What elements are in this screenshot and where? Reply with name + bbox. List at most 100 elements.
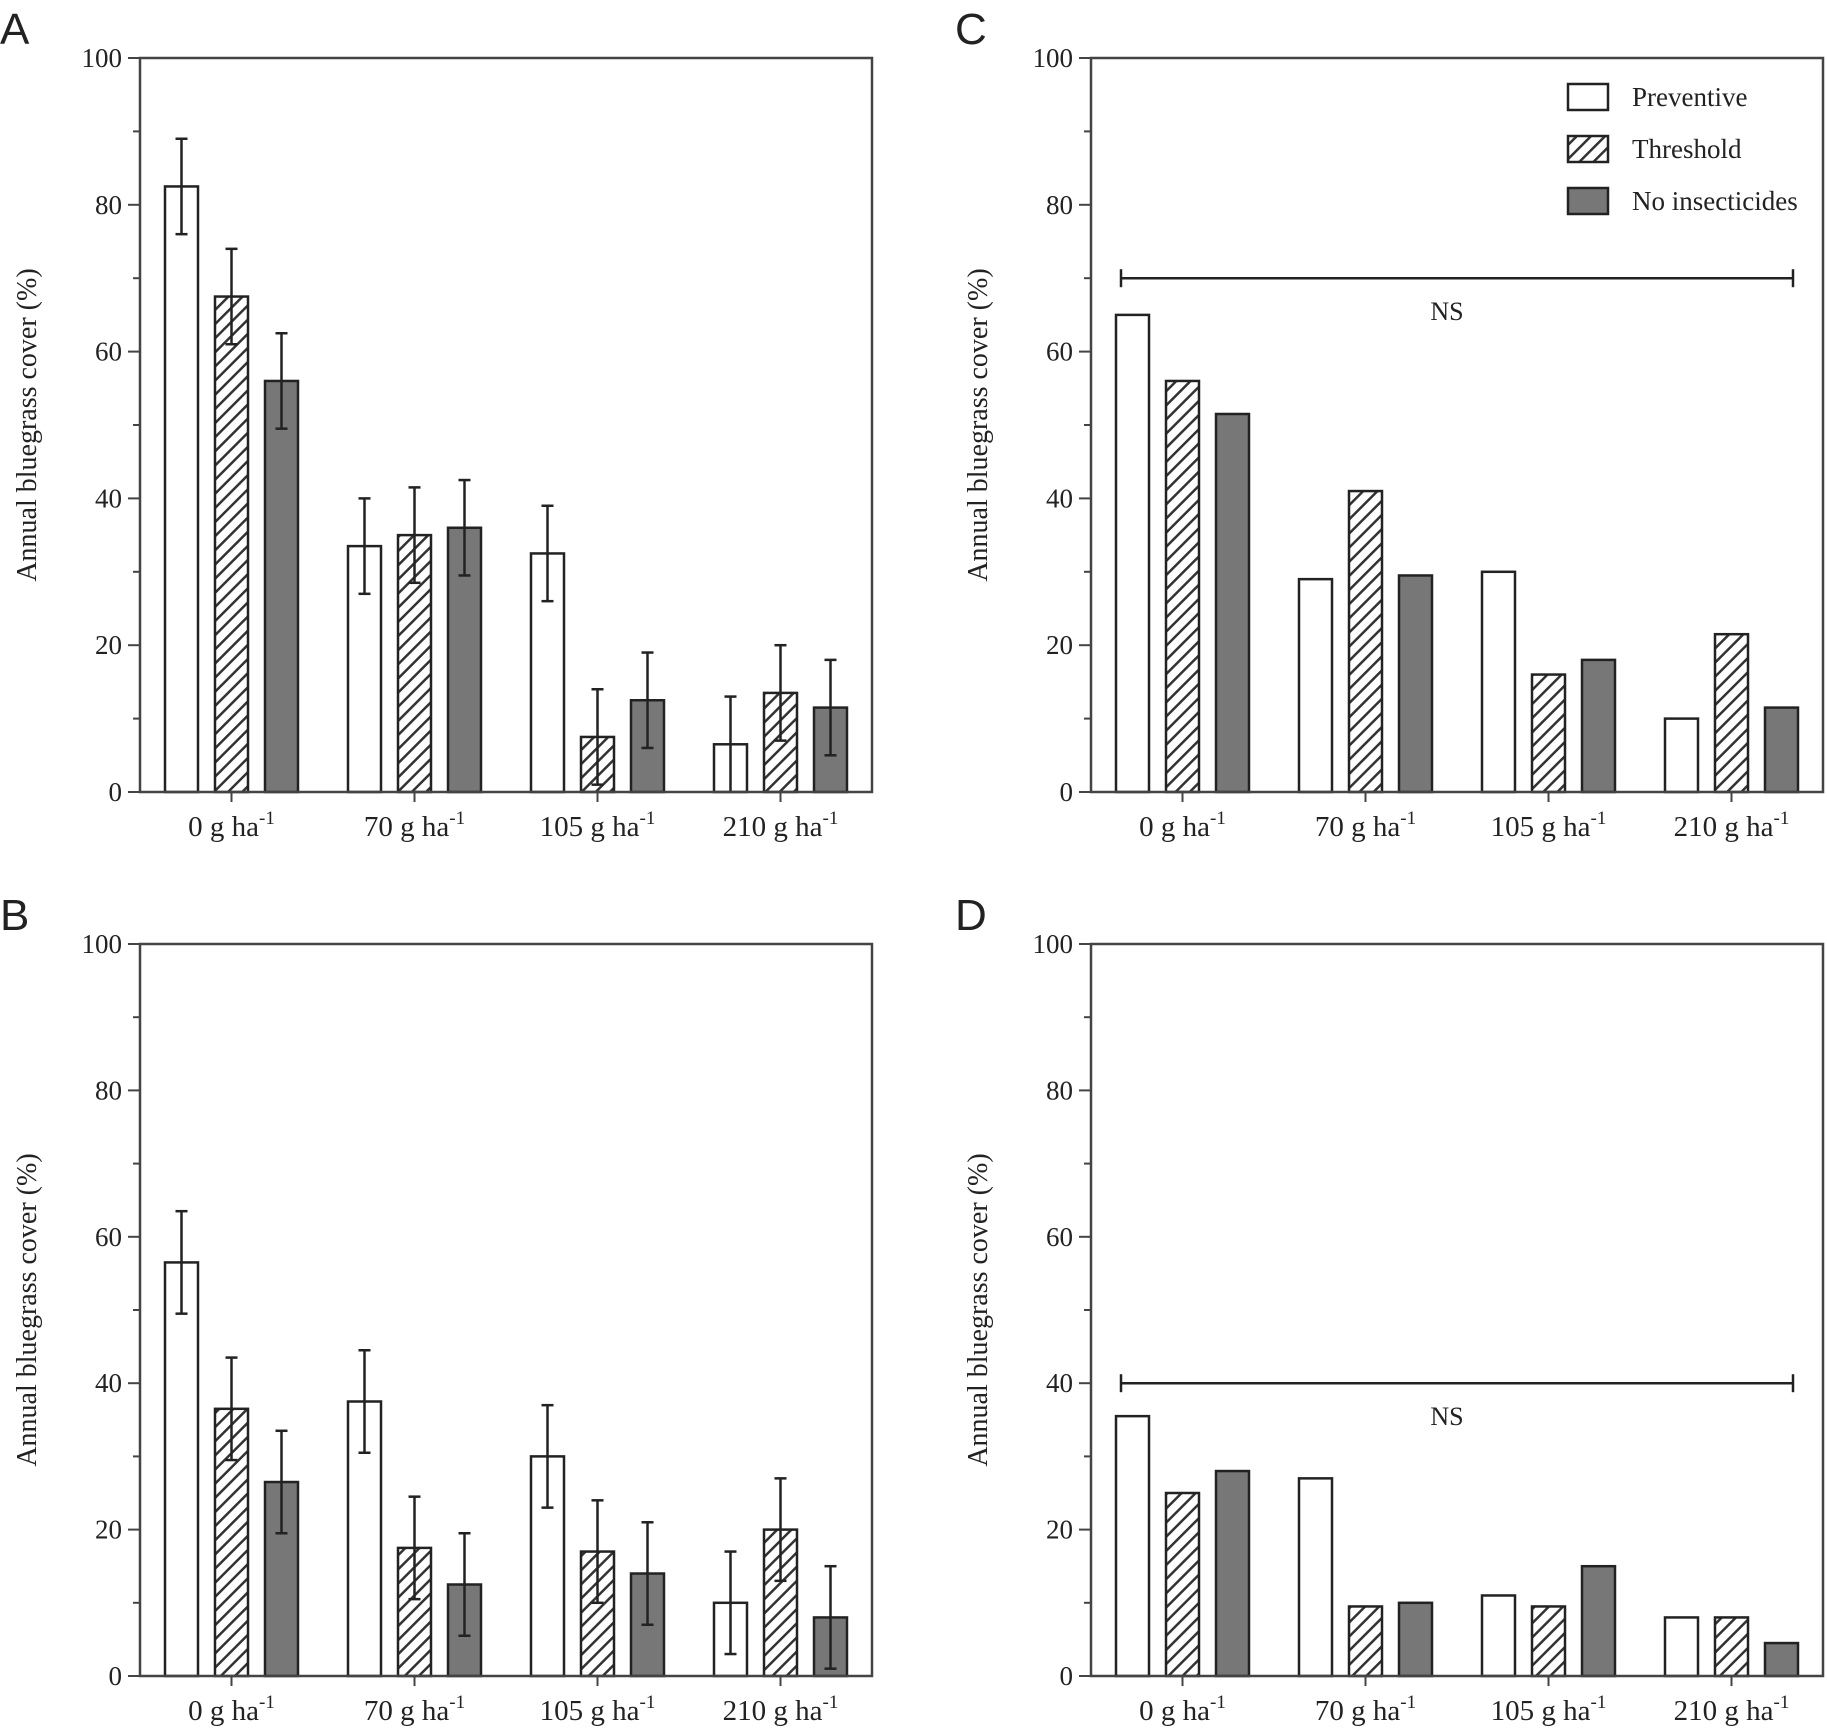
panel-letter: A	[0, 5, 30, 54]
y-axis-label: Annual bluegrass cover (%)	[12, 1153, 43, 1466]
bar-threshold	[396, 1546, 433, 1678]
x-tick-label-superscript: -1	[1210, 1692, 1226, 1713]
error-bar	[641, 1521, 654, 1627]
x-tick-label-superscript: -1	[1774, 808, 1790, 829]
error-bar	[824, 1564, 837, 1670]
error-bar	[175, 1209, 188, 1315]
bar-threshold	[1530, 1605, 1567, 1678]
chart-panel-b: B Annual bluegrass cover (%) 0 20 40 60 80 100 0…	[0, 891, 874, 1727]
panel-letter: D	[955, 891, 987, 940]
bar-no-insecticides	[1763, 706, 1800, 794]
legend-label-no-insecticides: No insecticides	[1632, 186, 1798, 216]
bar-no-insecticides	[1580, 1564, 1617, 1678]
plot-frame	[138, 56, 874, 794]
x-tick-label: 210 g ha-1	[723, 808, 839, 843]
error-bar	[275, 1429, 288, 1535]
ns-label: NS	[1430, 297, 1463, 326]
x-tick-label-superscript: -1	[449, 1692, 465, 1713]
ns-bracket	[1119, 1374, 1795, 1393]
x-tick-label-superscript: -1	[1774, 1692, 1790, 1713]
x-tick-label: 210 g ha-1	[723, 1692, 839, 1727]
x-tick-label-superscript: -1	[823, 808, 839, 829]
error-bar	[541, 1403, 554, 1509]
x-tick-label: 105 g ha-1	[540, 1692, 656, 1727]
error-bar	[724, 695, 737, 792]
y-tick-label: 100	[1033, 929, 1074, 959]
error-bar	[358, 497, 371, 596]
error-bar	[641, 651, 654, 750]
x-tick-label-superscript: -1	[1400, 808, 1416, 829]
y-axis-label: Annual bluegrass cover (%)	[963, 268, 994, 581]
y-axis-label: Annual bluegrass cover (%)	[963, 1153, 994, 1466]
error-bar	[591, 687, 604, 786]
y-tick-label: 80	[95, 190, 122, 220]
x-tick-label-superscript: -1	[259, 1692, 275, 1713]
bar-preventive	[163, 185, 200, 794]
y-tick-label: 80	[95, 1075, 122, 1105]
plot-frame	[1089, 56, 1825, 794]
x-tick-label-superscript: -1	[1591, 1692, 1607, 1713]
error-bar	[458, 1532, 471, 1637]
y-tick-label: 60	[95, 1222, 122, 1252]
panel-letter: B	[0, 891, 29, 940]
bar-preventive	[1663, 1616, 1700, 1678]
bar-threshold	[1164, 379, 1201, 794]
bar-preventive	[1114, 1414, 1151, 1678]
y-tick-label: 20	[1046, 1515, 1073, 1545]
y-tick-label: 0	[1060, 1661, 1074, 1691]
error-bar	[408, 486, 421, 585]
y-tick-label: 60	[1046, 1222, 1073, 1252]
y-tick-label: 60	[95, 337, 122, 367]
x-tick-label-superscript: -1	[640, 808, 656, 829]
y-tick-label: 60	[1046, 337, 1073, 367]
bar-preventive	[1663, 717, 1700, 794]
y-tick-label: 80	[1046, 190, 1073, 220]
x-tick-label-superscript: -1	[259, 808, 275, 829]
y-tick-label: 100	[1033, 43, 1074, 73]
y-tick-label: 80	[1046, 1075, 1073, 1105]
error-bar	[824, 658, 837, 757]
y-tick-label: 40	[1046, 483, 1073, 513]
x-tick-label: 0 g ha-1	[188, 1692, 275, 1727]
y-tick-label: 100	[82, 929, 123, 959]
y-tick-label: 0	[1060, 777, 1074, 807]
x-tick-label: 210 g ha-1	[1674, 1692, 1790, 1727]
x-tick-label: 70 g ha-1	[1315, 1692, 1416, 1727]
bar-no-insecticides	[1397, 574, 1434, 794]
error-bar	[225, 247, 238, 346]
bar-preventive	[1480, 1594, 1517, 1678]
legend-swatch-preventive	[1566, 82, 1610, 112]
y-tick-label: 20	[95, 1515, 122, 1545]
error-bar	[358, 1349, 371, 1454]
x-tick-label-superscript: -1	[640, 1692, 656, 1713]
error-bar	[275, 332, 288, 430]
bar-threshold	[1530, 673, 1567, 794]
x-tick-label: 70 g ha-1	[364, 1692, 465, 1727]
x-tick-label: 105 g ha-1	[540, 808, 656, 843]
x-tick-label: 210 g ha-1	[1674, 808, 1790, 843]
bar-threshold	[1164, 1491, 1201, 1678]
plot-frame	[138, 942, 874, 1678]
x-tick-label-superscript: -1	[823, 1692, 839, 1713]
x-tick-label: 0 g ha-1	[1139, 808, 1226, 843]
error-bar	[774, 643, 787, 742]
bar-no-insecticides	[263, 379, 300, 794]
legend-swatch-no-insecticides	[1566, 186, 1610, 216]
error-bar	[225, 1356, 238, 1462]
y-tick-label: 40	[95, 483, 122, 513]
y-tick-label: 40	[95, 1368, 122, 1398]
error-bar	[458, 478, 471, 577]
y-tick-label: 100	[82, 43, 123, 73]
bar-preventive	[1114, 313, 1151, 794]
x-tick-label-superscript: -1	[1400, 1692, 1416, 1713]
y-tick-label: 20	[1046, 630, 1073, 660]
bar-threshold	[1347, 489, 1384, 794]
legend-label-preventive: Preventive	[1632, 82, 1747, 112]
chart-panel-c: C Annual bluegrass cover (%) 0 20 40 60 80 100 0…	[955, 5, 1825, 843]
legend: Preventive Threshold No insecticides	[1566, 82, 1798, 216]
y-tick-label: 0	[109, 1661, 123, 1691]
x-tick-label: 0 g ha-1	[1139, 1692, 1226, 1727]
bar-no-insecticides	[1214, 1469, 1251, 1678]
bar-no-insecticides	[1580, 658, 1617, 794]
